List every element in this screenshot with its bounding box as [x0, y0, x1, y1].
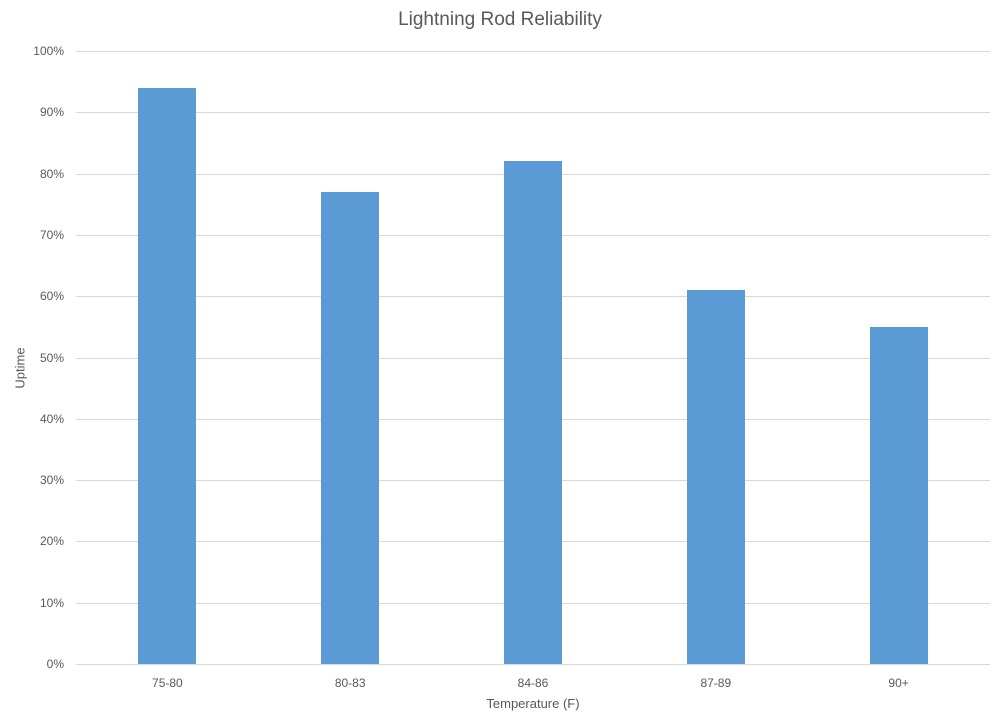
y-tick-label: 20% — [39, 534, 64, 549]
bar-87-89[interactable] — [686, 290, 745, 664]
chart-title: Lightning Rod Reliability — [398, 9, 602, 30]
y-tick-label: 60% — [39, 289, 64, 304]
y-tick-label: 30% — [39, 473, 64, 488]
bar-90+[interactable] — [869, 326, 928, 664]
x-axis-label: Temperature (F) — [486, 696, 580, 711]
bar-75-80[interactable] — [138, 87, 197, 664]
y-tick-label: 90% — [39, 105, 64, 120]
plot-area — [76, 51, 990, 665]
x-tick-label: 80-83 — [334, 676, 366, 690]
x-tick-label: 90+ — [888, 676, 909, 690]
y-tick-label: 0% — [46, 657, 64, 671]
y-tick-label: 40% — [39, 411, 64, 426]
gridline — [76, 112, 990, 114]
y-tick-label: 50% — [39, 350, 64, 365]
y-tick-label: 70% — [39, 227, 64, 242]
bar-84-86[interactable] — [504, 161, 562, 664]
y-tick-label: 10% — [39, 595, 64, 610]
y-tick-label: 100% — [33, 44, 64, 58]
bar-80-83[interactable] — [321, 192, 380, 664]
x-tick-label: 75-80 — [152, 676, 183, 690]
gridline — [76, 51, 990, 52]
x-tick-label: 87-89 — [700, 676, 732, 690]
x-tick-label: 84-86 — [517, 676, 549, 690]
gridline — [76, 664, 990, 665]
y-tick-label: 80% — [39, 166, 64, 181]
